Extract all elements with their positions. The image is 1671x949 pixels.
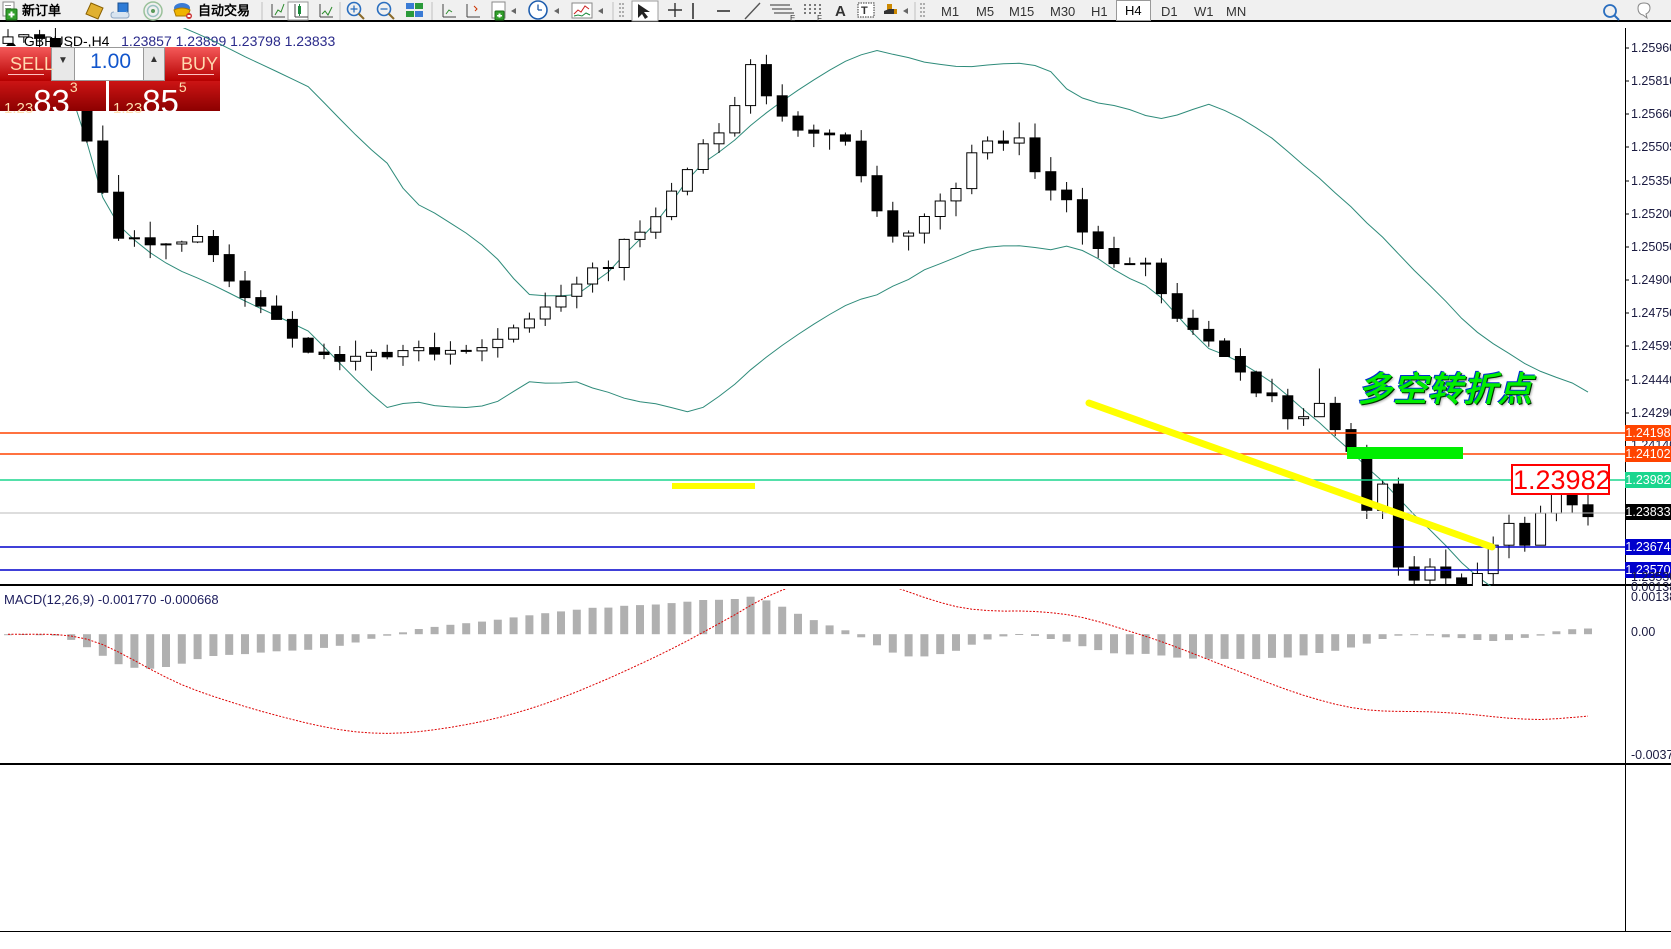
svg-text:1.25200: 1.25200 [1631, 207, 1671, 221]
svg-text:T: T [861, 5, 868, 17]
svg-text:1.24900: 1.24900 [1631, 273, 1671, 287]
svg-text:1.25050: 1.25050 [1631, 240, 1671, 254]
svg-text:E: E [790, 14, 795, 22]
svg-text:1.24750: 1.24750 [1631, 306, 1671, 320]
svg-text:自动交易: 自动交易 [198, 3, 250, 18]
svg-text:1.24290: 1.24290 [1631, 406, 1671, 420]
svg-text:A: A [835, 3, 846, 20]
svg-text:1.25350: 1.25350 [1631, 174, 1671, 188]
svg-text:1.25660: 1.25660 [1631, 107, 1671, 121]
svg-text:1.24440: 1.24440 [1631, 373, 1671, 387]
svg-text:1.25505: 1.25505 [1631, 140, 1671, 154]
svg-text:1.25810: 1.25810 [1631, 74, 1671, 88]
svg-text:1.25960: 1.25960 [1631, 41, 1671, 55]
svg-text:F: F [817, 14, 822, 22]
svg-text:新订单: 新订单 [22, 3, 61, 18]
svg-text:1.24595: 1.24595 [1631, 339, 1671, 353]
